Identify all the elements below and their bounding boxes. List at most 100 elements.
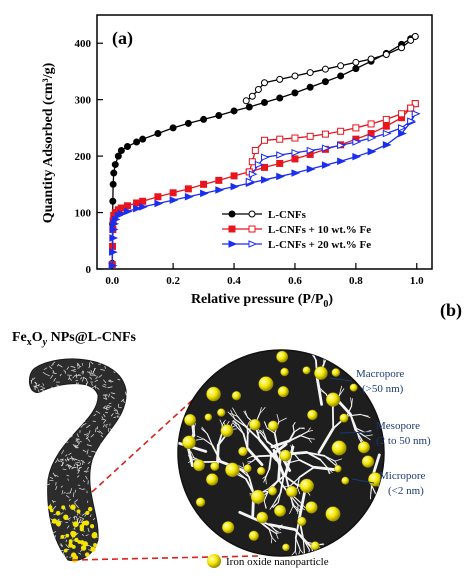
pore-fleck: [85, 534, 89, 537]
data-point: [411, 110, 421, 118]
y-tick-label: 400: [75, 38, 92, 50]
data-point: [337, 72, 345, 80]
pore-channel: [239, 469, 250, 478]
data-point: [337, 127, 345, 135]
pore-channel: [219, 419, 223, 426]
data-point: [276, 135, 284, 143]
data-point: [407, 117, 416, 125]
data-point: [306, 165, 316, 173]
fiber-nanoparticle: [74, 537, 79, 543]
data-point: [230, 182, 240, 191]
pore-fleck: [103, 419, 107, 424]
pore-fleck: [69, 377, 72, 381]
data-point: [109, 234, 119, 242]
pore-fleck: [63, 369, 65, 372]
pore-fleck: [87, 438, 91, 442]
data-point: [139, 197, 147, 205]
pore-fleck: [53, 377, 56, 382]
series-2: [108, 100, 419, 268]
data-point: [109, 225, 119, 234]
pore-fleck: [60, 458, 64, 461]
pore-fleck: [107, 404, 112, 408]
pore-channel: [251, 455, 260, 462]
data-point: [200, 180, 208, 188]
iron-oxide-nanoparticle: [231, 391, 242, 401]
pore-fleck: [51, 386, 54, 389]
series-1: [108, 32, 419, 267]
pore-channel: [277, 491, 282, 504]
iron-oxide-nanoparticle: [279, 449, 292, 462]
pore-fleck: [56, 458, 60, 461]
fiber-nanoparticle: [71, 531, 77, 537]
pore-fleck: [117, 403, 120, 408]
pore-channel: [288, 431, 296, 442]
fiber-nanoparticle: [60, 534, 65, 539]
pore-fleck: [37, 389, 40, 393]
x-axis-ticks: 0.0 0.2 0.4 0.6 0.8 1.0: [105, 263, 424, 287]
pore-fleck: [61, 449, 65, 455]
data-point: [276, 172, 285, 181]
pore-channel: [355, 427, 366, 433]
pore-channel: [299, 427, 306, 430]
pore-fleck: [76, 433, 79, 438]
data-point: [133, 204, 142, 213]
fiber-nanoparticle: [93, 543, 98, 547]
data-point: [228, 225, 236, 233]
pore-channel: [293, 427, 301, 433]
data-point: [245, 177, 255, 186]
pore-fleck: [63, 552, 66, 557]
pore-fleck: [73, 499, 78, 503]
pore-fleck: [49, 476, 54, 480]
iron-oxide-nanoparticle: [206, 473, 219, 486]
pore-fleck: [60, 543, 63, 548]
pore-fleck: [52, 505, 57, 510]
pore-fleck: [39, 388, 44, 391]
pore-fleck: [75, 379, 79, 382]
iron-oxide-nanoparticle: [339, 413, 349, 423]
iron-oxide-nanoparticle: [193, 459, 205, 472]
data-point: [133, 199, 141, 207]
pore-channel: [334, 458, 343, 462]
data-point: [117, 146, 125, 154]
pore-channel: [323, 455, 336, 462]
data-point: [337, 62, 345, 70]
pore-channel: [259, 429, 265, 435]
data-point: [251, 146, 259, 154]
pore-fleck: [79, 440, 83, 443]
pore-fleck: [100, 369, 106, 371]
pore-fleck: [110, 396, 115, 400]
pore-fleck: [95, 376, 99, 380]
data-point: [291, 134, 299, 142]
iron-oxide-nanoparticle: [217, 408, 226, 417]
iron-oxide-nanoparticle: [258, 376, 274, 392]
data-point: [411, 32, 419, 40]
data-point: [407, 36, 415, 44]
data-point: [154, 193, 162, 201]
pore-fleck: [52, 361, 56, 365]
pore-fleck: [75, 504, 79, 509]
pore-fleck: [30, 380, 33, 384]
pore-fleck: [66, 517, 71, 520]
pore-channel: [270, 439, 291, 449]
schematic-title: FexOy NPs@L-CNFs: [12, 330, 137, 348]
iron-oxide-nanoparticle: [280, 367, 289, 377]
data-point: [411, 100, 419, 108]
pore-channel: [292, 422, 296, 427]
data-point: [248, 170, 258, 178]
pore-channel: [201, 426, 208, 435]
pore-fleck: [86, 466, 90, 470]
pore-fleck: [109, 428, 115, 432]
pore-fleck: [37, 383, 40, 387]
data-point: [321, 130, 329, 138]
iron-oxide-nanoparticle: [277, 386, 289, 398]
data-point: [184, 185, 192, 193]
pore-fleck: [40, 385, 44, 388]
iron-oxide-nanoparticle: [249, 418, 261, 431]
pore-fleck: [73, 516, 76, 519]
pore-fleck: [49, 479, 54, 482]
isotherm-chart: 0 100 200 300 400 0.0 0.2 0.4 0.6 0.8 1.0 (a) Qua…: [41, 14, 433, 310]
pore-channel: [292, 425, 295, 433]
pore-channel: [315, 376, 324, 406]
pore-channel: [143, 426, 151, 427]
pore-channel: [238, 510, 260, 522]
